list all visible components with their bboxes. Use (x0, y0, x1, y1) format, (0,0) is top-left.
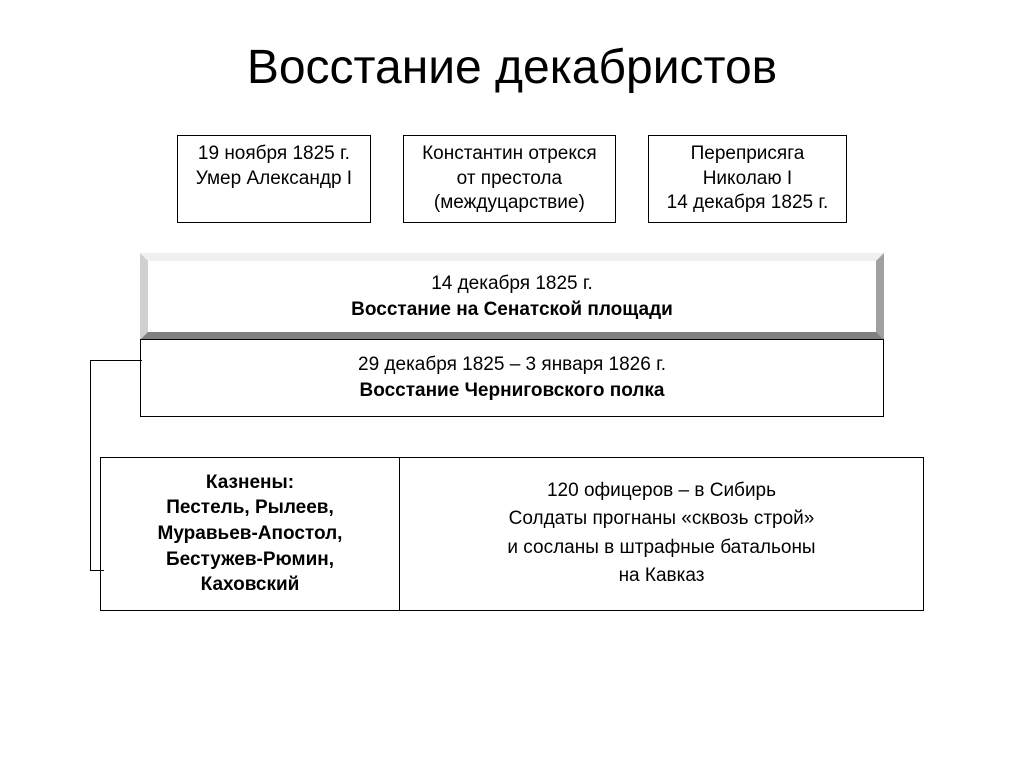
top-event-row: 19 ноября 1825 г. Умер Александр I Конст… (0, 115, 1024, 253)
punishment-line: и сосланы в штрафные батальоны (418, 534, 905, 563)
executed-name: Пестель, Рылеев, (115, 495, 385, 521)
uprising-date: 14 декабря 1825 г. (168, 271, 856, 297)
event-line: 19 ноября 1825 г. (196, 142, 352, 167)
outcome-executed-box: Казнены: Пестель, Рылеев, Муравьев-Апост… (100, 457, 400, 611)
executed-heading: Казнены: (115, 470, 385, 496)
event-box-abdication: Константин отрекся от престола (междуцар… (403, 135, 616, 223)
event-line: Переприсяга (667, 142, 829, 167)
event-box-death: 19 ноября 1825 г. Умер Александр I (177, 135, 371, 223)
uprising-chernigov-box: 29 декабря 1825 – 3 января 1826 г. Восст… (140, 339, 884, 416)
event-line: 14 декабря 1825 г. (667, 191, 829, 216)
event-box-reoath: Переприсяга Николаю I 14 декабря 1825 г. (648, 135, 848, 223)
punishment-line: на Кавказ (418, 562, 905, 591)
event-line: от престола (422, 167, 597, 192)
executed-name: Муравьев-Апостол, (115, 521, 385, 547)
event-line: Константин отрекся (422, 142, 597, 167)
executed-name: Бестужев-Рюмин, (115, 547, 385, 573)
outcome-row: Казнены: Пестель, Рылеев, Муравьев-Апост… (0, 457, 1024, 611)
page-title: Восстание декабристов (0, 0, 1024, 115)
uprising-section: 14 декабря 1825 г. Восстание на Сенатско… (0, 253, 1024, 417)
uprising-name: Восстание Черниговского полка (161, 378, 863, 404)
uprising-name: Восстание на Сенатской площади (168, 297, 856, 323)
executed-name: Каховский (115, 572, 385, 598)
uprising-date: 29 декабря 1825 – 3 января 1826 г. (161, 352, 863, 378)
event-line: (междуцарствие) (422, 191, 597, 216)
uprising-senate-box: 14 декабря 1825 г. Восстание на Сенатско… (140, 253, 884, 340)
event-line: Николаю I (667, 167, 829, 192)
punishment-line: Солдаты прогнаны «сквозь строй» (418, 505, 905, 534)
outcome-punishment-box: 120 офицеров – в Сибирь Солдаты прогнаны… (400, 457, 924, 611)
event-line: Умер Александр I (196, 167, 352, 192)
punishment-line: 120 офицеров – в Сибирь (418, 477, 905, 506)
